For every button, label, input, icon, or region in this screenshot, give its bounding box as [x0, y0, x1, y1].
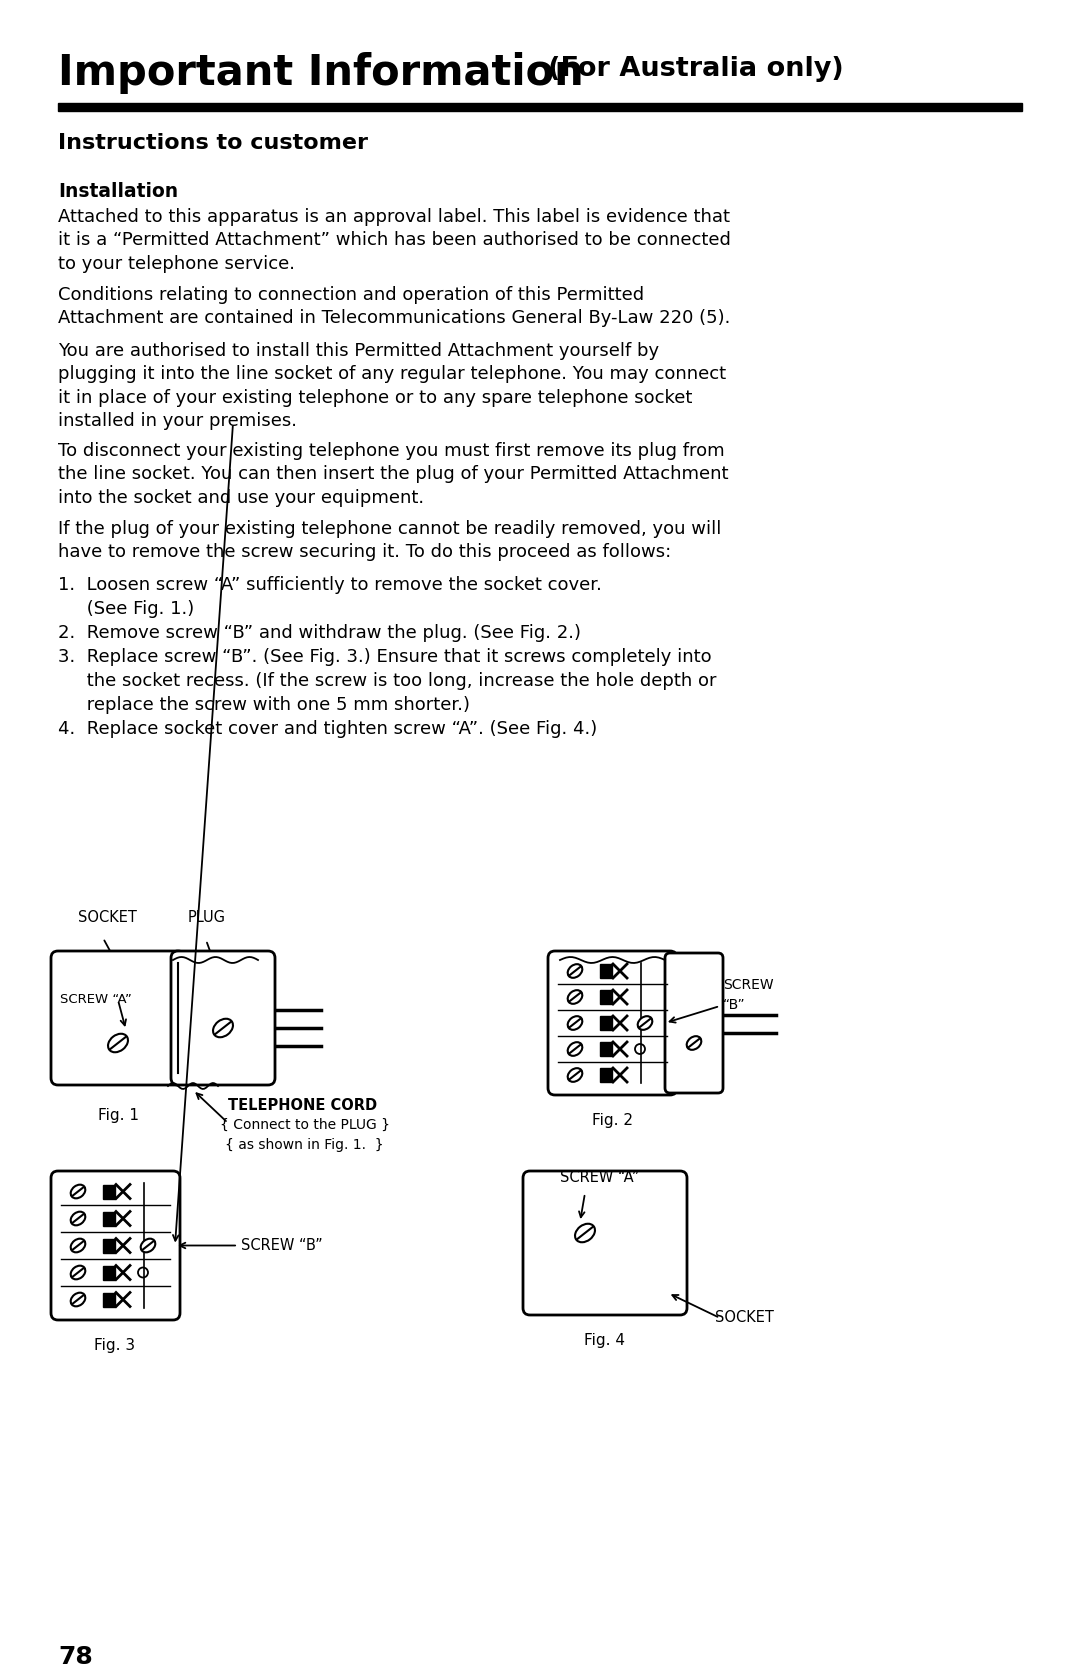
Text: Fig. 1: Fig. 1 [97, 1108, 138, 1123]
Text: { as shown in Fig. 1.  }: { as shown in Fig. 1. } [225, 1138, 383, 1152]
Text: SCREW “B”: SCREW “B” [241, 1237, 323, 1252]
Ellipse shape [568, 1068, 582, 1082]
Text: SCREW “A”: SCREW “A” [561, 1170, 639, 1185]
Text: Fig. 3: Fig. 3 [94, 1339, 136, 1354]
Ellipse shape [568, 965, 582, 978]
FancyBboxPatch shape [523, 1172, 687, 1315]
Ellipse shape [575, 1223, 595, 1242]
Bar [103, 1292, 114, 1307]
FancyBboxPatch shape [171, 951, 275, 1085]
Text: Important Information: Important Information [58, 52, 584, 93]
Text: SOCKET: SOCKET [715, 1310, 774, 1325]
Text: You are authorised to install this Permitted Attachment yourself by
plugging it : You are authorised to install this Permi… [58, 342, 726, 431]
Text: Installation: Installation [58, 182, 178, 200]
Bar [600, 1016, 612, 1030]
Ellipse shape [687, 1036, 701, 1050]
Text: Fig. 4: Fig. 4 [584, 1334, 625, 1349]
Text: SCREW: SCREW [723, 978, 773, 991]
Ellipse shape [568, 1016, 582, 1030]
Text: 78: 78 [58, 1646, 93, 1669]
Text: { Connect to the PLUG }: { Connect to the PLUG } [220, 1118, 390, 1132]
Ellipse shape [213, 1018, 233, 1036]
Text: To disconnect your existing telephone you must first remove its plug from
the li: To disconnect your existing telephone yo… [58, 442, 729, 507]
Text: PLUG: PLUG [188, 910, 226, 925]
FancyBboxPatch shape [51, 1172, 180, 1320]
Bar [103, 1238, 114, 1252]
Text: 1.  Loosen screw “A” sufficiently to remove the socket cover.: 1. Loosen screw “A” sufficiently to remo… [58, 576, 602, 594]
Text: (See Fig. 1.): (See Fig. 1.) [58, 599, 194, 618]
Ellipse shape [637, 1016, 652, 1030]
Ellipse shape [568, 1041, 582, 1056]
Text: SCREW “A”: SCREW “A” [60, 993, 132, 1006]
Ellipse shape [70, 1185, 85, 1198]
Bar [103, 1212, 114, 1225]
Bar [600, 1041, 612, 1056]
Ellipse shape [70, 1265, 85, 1280]
Text: “B”: “B” [723, 998, 745, 1011]
Ellipse shape [70, 1293, 85, 1307]
Ellipse shape [70, 1212, 85, 1225]
FancyBboxPatch shape [51, 951, 185, 1085]
Ellipse shape [108, 1033, 127, 1051]
Text: SOCKET: SOCKET [78, 910, 137, 925]
Bar [103, 1185, 114, 1198]
Bar [103, 1265, 114, 1280]
Text: the socket recess. (If the screw is too long, increase the hole depth or: the socket recess. (If the screw is too … [58, 673, 716, 689]
Text: 3.  Replace screw “B”. (See Fig. 3.) Ensure that it screws completely into: 3. Replace screw “B”. (See Fig. 3.) Ensu… [58, 648, 712, 666]
Text: TELEPHONE CORD: TELEPHONE CORD [228, 1098, 377, 1113]
Bar [600, 965, 612, 978]
Text: Instructions to customer: Instructions to customer [58, 134, 368, 154]
Text: 2.  Remove screw “B” and withdraw the plug. (See Fig. 2.): 2. Remove screw “B” and withdraw the plu… [58, 624, 581, 643]
FancyBboxPatch shape [548, 951, 677, 1095]
Text: Attached to this apparatus is an approval label. This label is evidence that
it : Attached to this apparatus is an approva… [58, 209, 731, 272]
Text: 4.  Replace socket cover and tighten screw “A”. (See Fig. 4.): 4. Replace socket cover and tighten scre… [58, 719, 597, 738]
Bar [600, 1068, 612, 1082]
Bar [600, 990, 612, 1005]
Bar [58, 103, 1022, 112]
Text: Conditions relating to connection and operation of this Permitted
Attachment are: Conditions relating to connection and op… [58, 285, 730, 327]
Text: Fig. 2: Fig. 2 [592, 1113, 633, 1128]
Text: If the plug of your existing telephone cannot be readily removed, you will
have : If the plug of your existing telephone c… [58, 521, 721, 561]
Text: replace the screw with one 5 mm shorter.): replace the screw with one 5 mm shorter.… [58, 696, 470, 714]
Text: (For Australia only): (For Australia only) [548, 57, 843, 82]
FancyBboxPatch shape [665, 953, 723, 1093]
Ellipse shape [568, 990, 582, 1003]
Ellipse shape [70, 1238, 85, 1252]
Ellipse shape [140, 1238, 156, 1252]
